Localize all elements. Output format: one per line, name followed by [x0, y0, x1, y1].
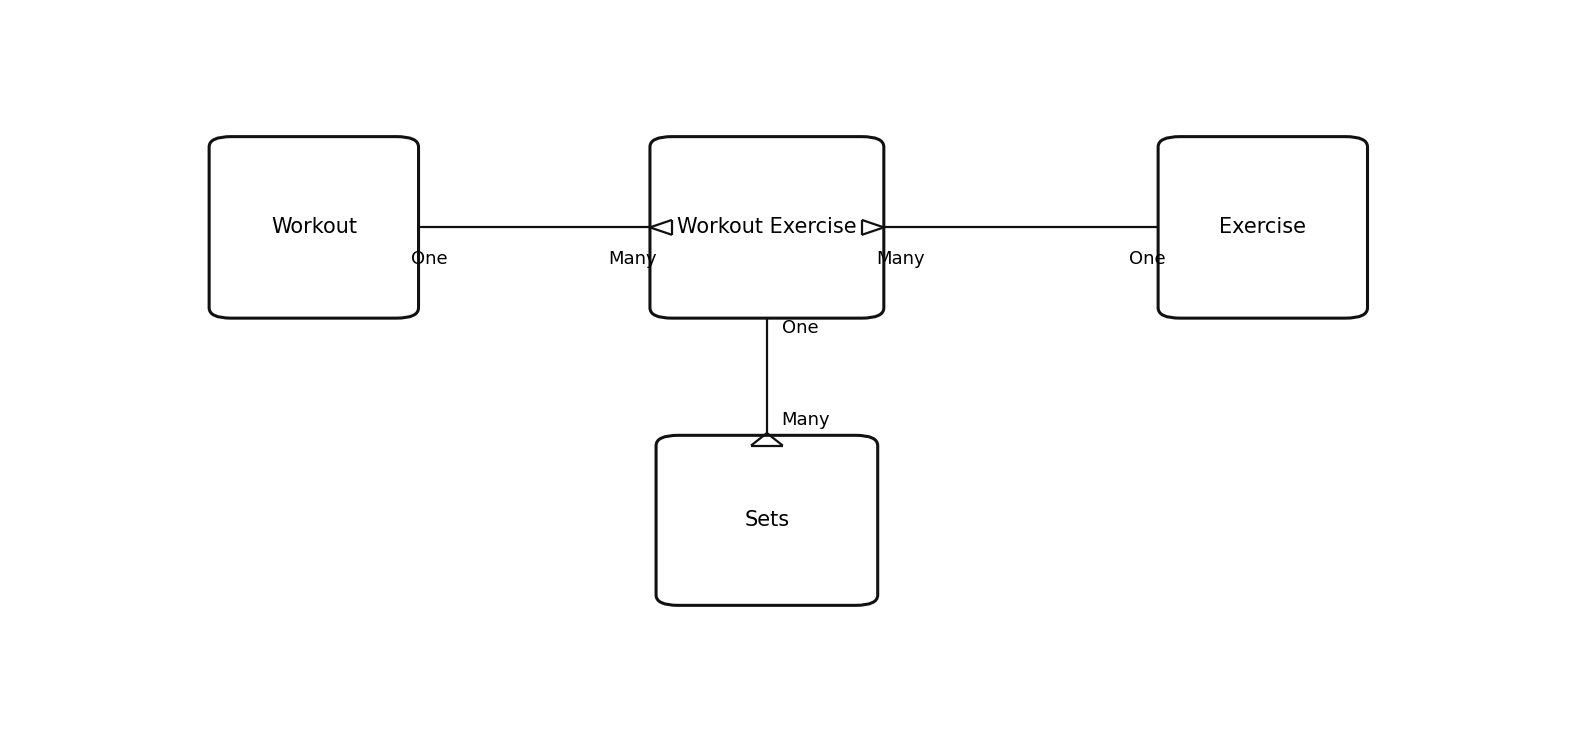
Text: Workout: Workout	[270, 217, 357, 237]
FancyBboxPatch shape	[656, 436, 878, 605]
Text: Workout Exercise: Workout Exercise	[678, 217, 856, 237]
Text: Many: Many	[782, 411, 830, 429]
Text: Sets: Sets	[744, 510, 790, 530]
Text: One: One	[782, 319, 818, 337]
Text: One: One	[1128, 251, 1166, 269]
FancyBboxPatch shape	[209, 137, 419, 318]
Text: Many: Many	[608, 251, 657, 269]
FancyBboxPatch shape	[1158, 137, 1368, 318]
Text: One: One	[411, 251, 447, 269]
FancyBboxPatch shape	[649, 137, 883, 318]
Text: Many: Many	[877, 251, 926, 269]
Text: Exercise: Exercise	[1220, 217, 1307, 237]
